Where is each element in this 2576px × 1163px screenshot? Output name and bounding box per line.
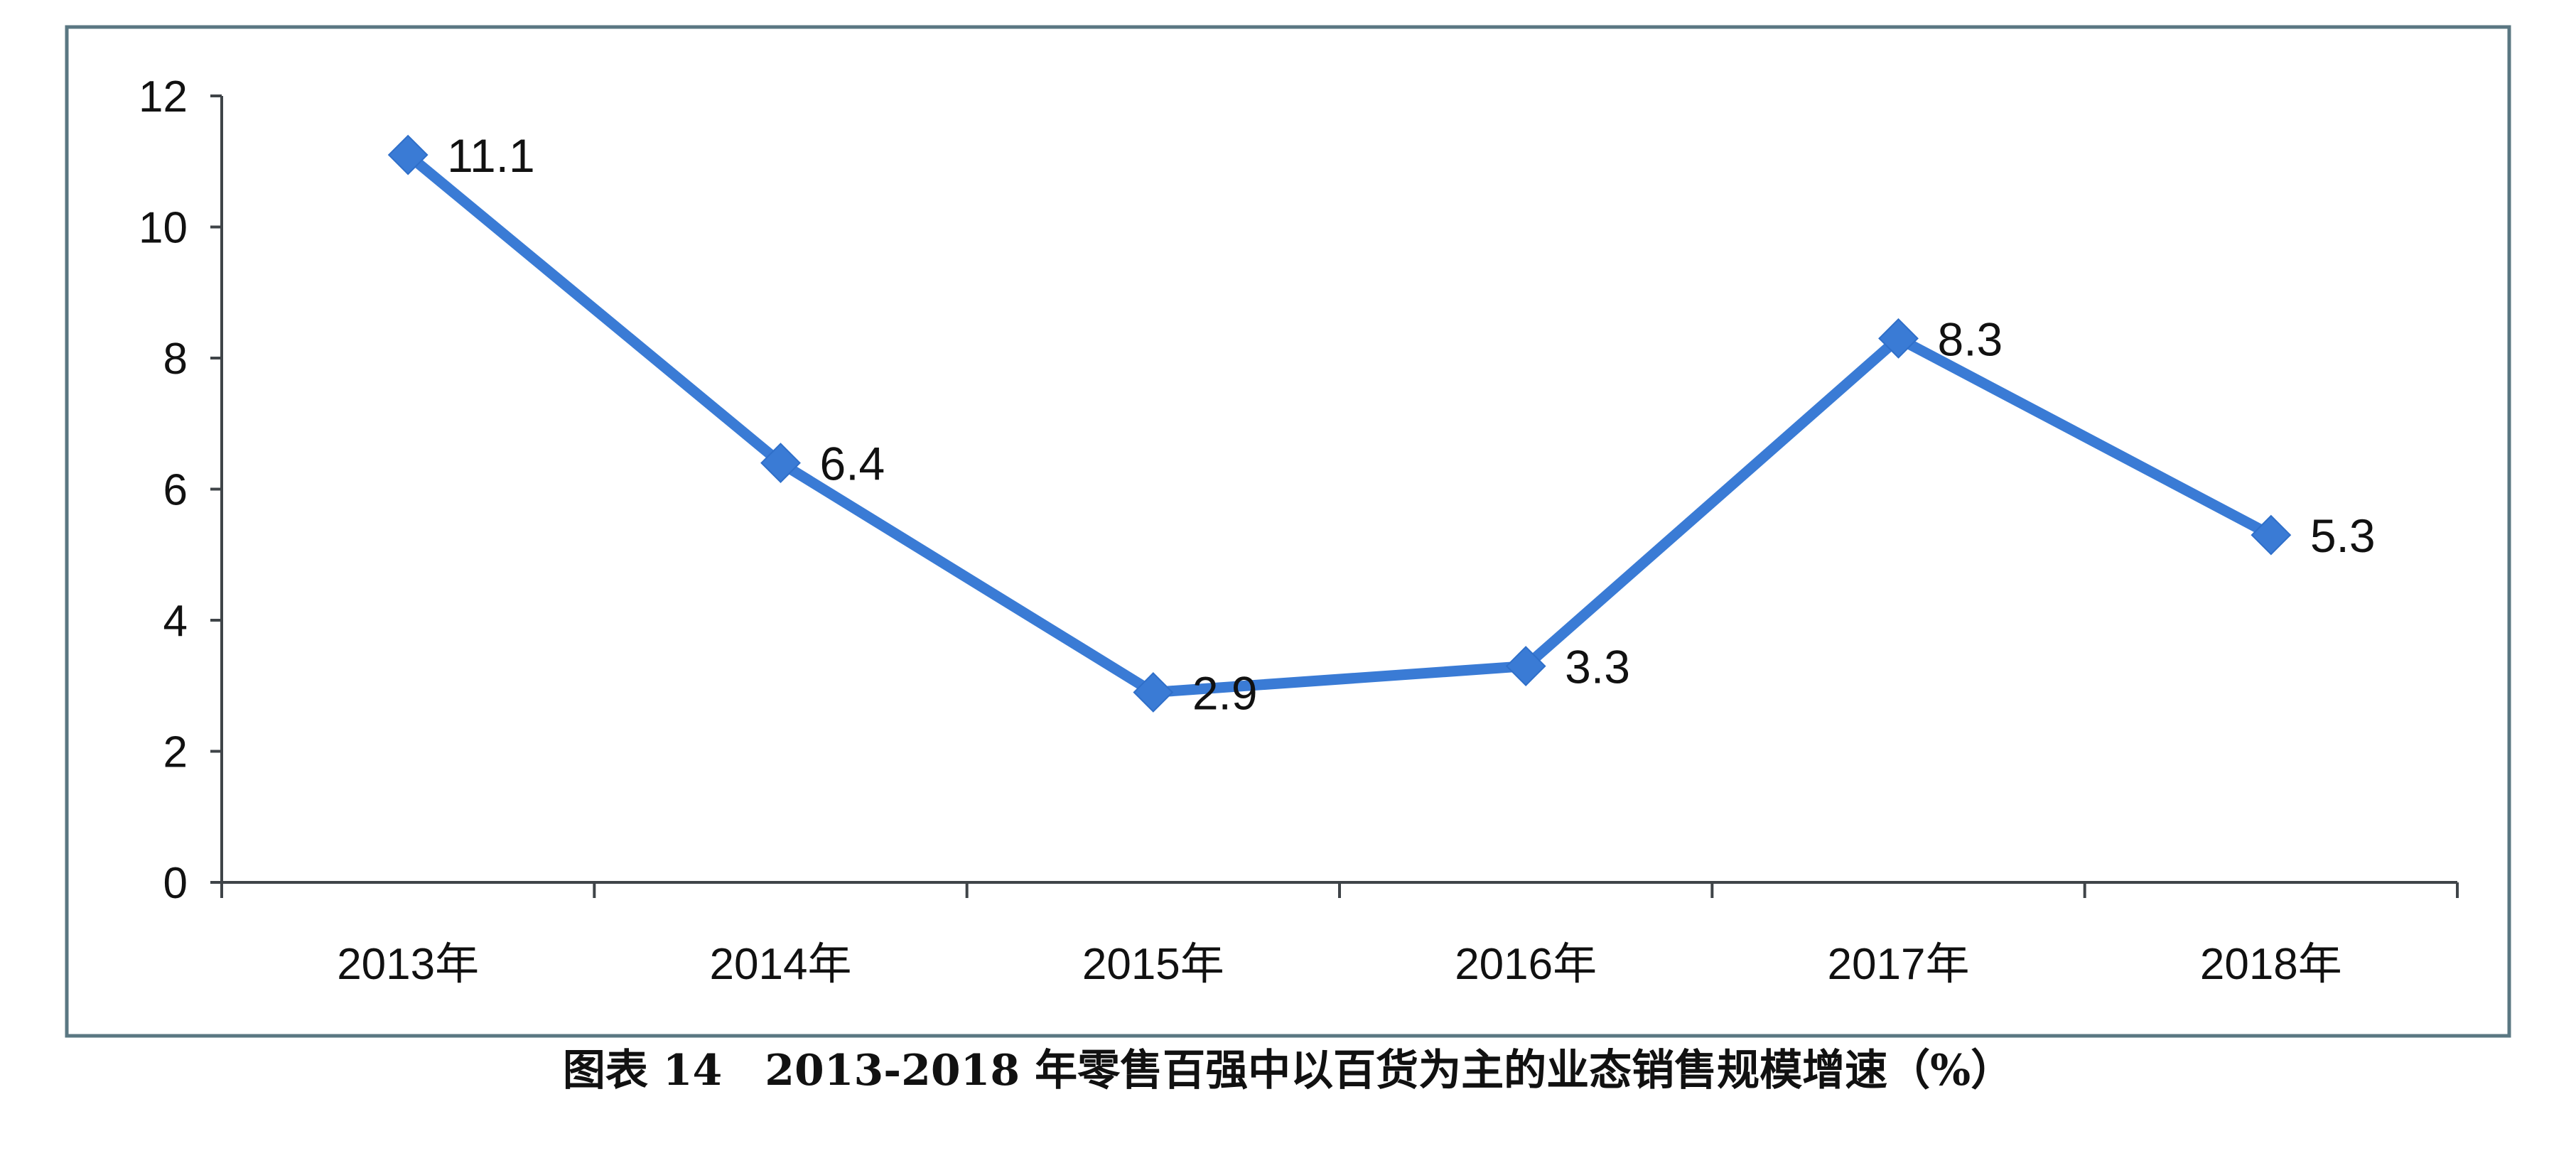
data-label: 11.1 xyxy=(447,129,535,182)
series-polyline xyxy=(402,149,2277,698)
figure-caption: 图表 14 2013-2018 年零售百强中以百货为主的业态销售规模增速（%） xyxy=(562,1046,2014,1096)
y-tick-label: 6 xyxy=(163,466,188,515)
y-tick-label: 8 xyxy=(163,335,188,384)
x-tick-label: 2014年 xyxy=(710,940,852,989)
data-point-marker xyxy=(1878,318,1919,359)
data-label: 5.3 xyxy=(2310,509,2376,562)
data-label: 3.3 xyxy=(1565,641,1630,693)
y-tick-label: 2 xyxy=(163,728,188,777)
data-point-marker xyxy=(387,134,429,175)
x-tick-label: 2018年 xyxy=(2200,940,2342,989)
x-tick-label: 2016年 xyxy=(1455,940,1597,989)
x-axis-tick-labels: 2013年 2014年 2015年 2016年 2017年 2018年 xyxy=(337,940,2342,989)
data-labels: 11.1 6.4 2.9 3.3 8.3 5.3 xyxy=(447,129,2375,719)
x-tick-label: 2015年 xyxy=(1082,940,1224,989)
axes xyxy=(210,94,2459,898)
y-tick-label: 12 xyxy=(139,72,188,121)
x-tick-label: 2017年 xyxy=(1828,940,1970,989)
data-point-marker xyxy=(1133,672,1174,713)
data-label: 8.3 xyxy=(1938,313,2003,365)
series-markers xyxy=(387,134,2292,713)
y-tick-label: 0 xyxy=(163,859,188,908)
y-tick-label: 4 xyxy=(163,597,188,646)
y-tick-label: 10 xyxy=(139,204,188,253)
chart-frame xyxy=(65,25,2511,1038)
data-point-marker xyxy=(2251,514,2292,556)
y-axis-tick-labels: 0 2 4 6 8 10 12 xyxy=(139,72,188,908)
x-tick-label: 2013年 xyxy=(337,940,479,989)
series-line xyxy=(402,149,2277,698)
data-label: 2.9 xyxy=(1192,666,1258,719)
data-point-marker xyxy=(760,443,801,484)
data-point-marker xyxy=(1505,646,1546,686)
data-label: 6.4 xyxy=(820,438,885,490)
